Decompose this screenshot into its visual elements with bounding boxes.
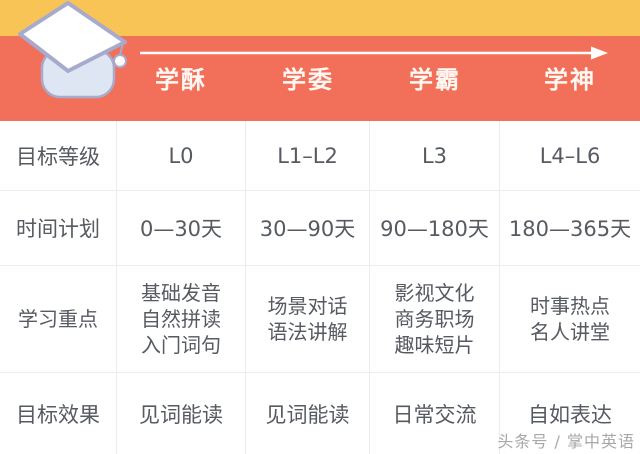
right-arrow-icon: [140, 46, 608, 60]
column-header-xuewei: 学委: [282, 66, 334, 94]
table-row: 学习重点 基础发音 自然拼读 入门词句 场景对话 语法讲解 影视文化 商务职场 …: [0, 266, 640, 373]
table-row: 目标效果 见词能读 见词能读 日常交流 自如表达: [0, 373, 640, 454]
table-cell: 见词能读: [117, 373, 246, 454]
graduation-cap-icon: [18, 1, 127, 99]
table-cell: L3: [370, 121, 500, 190]
row-label-target-level: 目标等级: [0, 121, 117, 190]
column-header-xueba: 学霸: [409, 66, 461, 94]
table-cell: 日常交流: [370, 373, 500, 454]
row-label-time-plan: 时间计划: [0, 191, 117, 265]
table-cell: 0—30天: [117, 191, 246, 265]
table-cell: 90—180天: [370, 191, 500, 265]
table-cell: 时事热点 名人讲堂: [530, 294, 610, 344]
table-row: 时间计划 0—30天 30—90天 90—180天 180—365天: [0, 191, 640, 266]
table-cell: L4–L6: [539, 143, 601, 168]
column-header-xueshen: 学神: [544, 66, 596, 94]
row-label-study-focus: 学习重点: [0, 266, 117, 372]
table-cell: 影视文化 商务职场 趣味短片: [370, 266, 500, 372]
table-cell: L1–L2: [246, 121, 370, 190]
table-cell: L0: [117, 121, 246, 190]
column-header-xuesu: 学酥: [155, 66, 207, 94]
table-cell: 基础发音 自然拼读 入门词句: [117, 266, 246, 372]
table-cell: 自如表达: [528, 402, 612, 427]
table-cell: 180—365天: [508, 217, 632, 241]
table-cell: 场景对话 语法讲解: [246, 266, 370, 372]
table-row: 目标等级 L0 L1–L2 L3 L4–L6: [0, 121, 640, 191]
table-cell: 30—90天: [246, 191, 370, 265]
comparison-table: 目标等级 L0 L1–L2 L3 L4–L6 时间计划 0—30天 30—90天…: [0, 121, 640, 454]
table-cell: 见词能读: [246, 373, 370, 454]
watermark: 头条号 / 掌中英语: [497, 432, 635, 451]
row-label-target-effect: 目标效果: [0, 373, 117, 454]
